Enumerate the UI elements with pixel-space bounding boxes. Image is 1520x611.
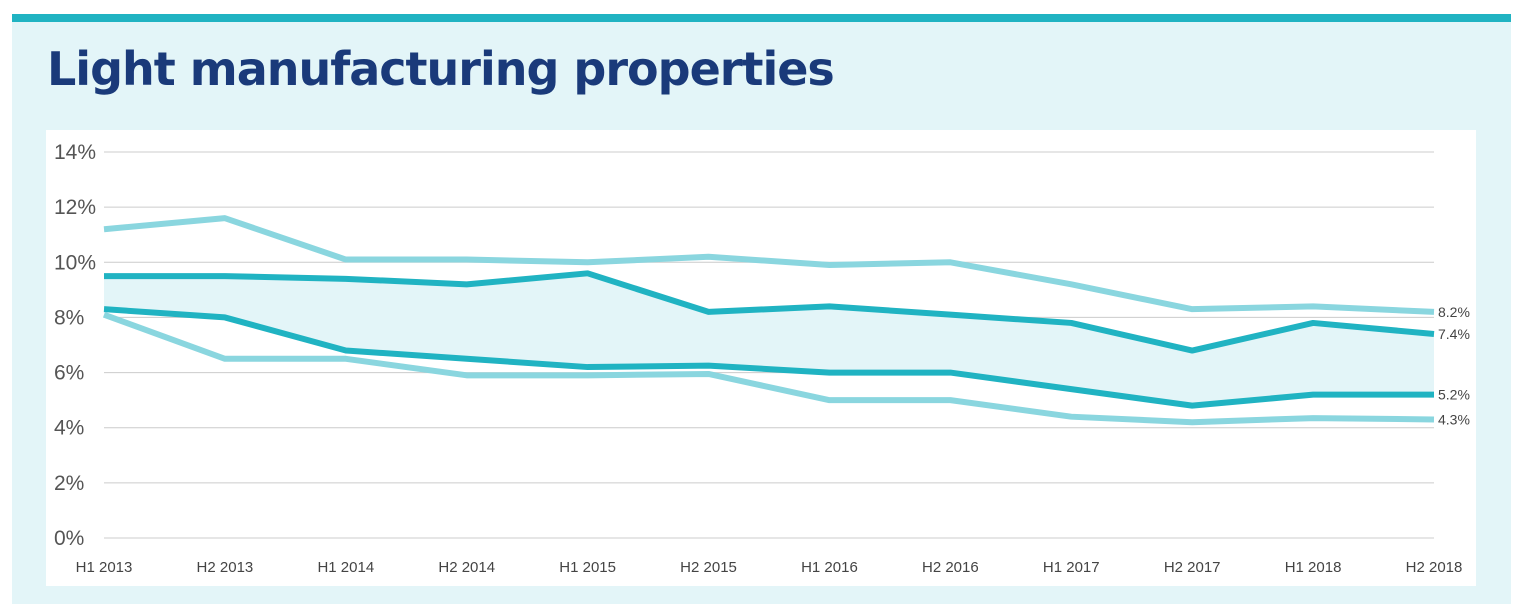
data-point-s1-8: [1068, 281, 1074, 287]
data-point-s4-8: [1068, 414, 1074, 420]
y-tick-label: 8%: [54, 306, 84, 329]
data-point-s3-4: [585, 364, 591, 370]
data-point-s2-8: [1068, 320, 1074, 326]
end-value-label-3: 5.2%: [1438, 387, 1470, 403]
data-point-s2-6: [826, 303, 832, 309]
data-point-s4-2: [343, 356, 349, 362]
end-value-label-2: 7.4%: [1438, 326, 1470, 342]
chart-panel: Light manufacturing properties 0% 2% 4% 6% 8…: [12, 14, 1511, 604]
data-point-s2-0: [101, 273, 107, 279]
y-tick-label: 4%: [54, 417, 84, 440]
data-point-s3-7: [947, 370, 953, 376]
data-point-s3-2: [343, 348, 349, 354]
x-tick-label: H1 2016: [801, 559, 858, 576]
data-point-s1-4: [585, 259, 591, 265]
data-point-s2-9: [1189, 348, 1195, 354]
x-tick-label: H1 2018: [1285, 559, 1342, 576]
y-tick-label: 14%: [54, 141, 96, 164]
data-point-s2-10: [1310, 320, 1316, 326]
data-point-s1-6: [826, 262, 832, 268]
shaded-range-band: [104, 273, 1434, 406]
line-chart: 0% 2% 4% 6% 8% 10% 12% 14% 8.2% 7.4% 5.2% 4.3% H1 20…: [54, 141, 1470, 576]
data-point-s4-9: [1189, 419, 1195, 425]
data-point-s2-2: [343, 276, 349, 282]
data-point-s1-0: [101, 226, 107, 232]
data-point-s3-8: [1068, 386, 1074, 392]
x-tick-label: H1 2017: [1043, 559, 1100, 576]
y-tick-label: 10%: [54, 251, 96, 274]
y-tick-label: 2%: [54, 472, 84, 495]
data-point-s1-5: [706, 254, 712, 260]
data-point-s1-7: [947, 259, 953, 265]
data-point-s2-11: [1431, 331, 1437, 337]
data-point-s1-10: [1310, 303, 1316, 309]
data-point-s4-4: [585, 372, 591, 378]
data-point-s3-11: [1431, 392, 1437, 398]
data-point-s4-5: [706, 371, 712, 377]
data-point-s3-3: [464, 356, 470, 362]
y-tick-label: 0%: [54, 527, 84, 550]
data-point-s4-0: [101, 312, 107, 318]
data-point-s2-5: [706, 309, 712, 315]
y-tick-label: 6%: [54, 362, 84, 385]
data-point-s3-5: [706, 363, 712, 369]
x-tick-label: H1 2014: [317, 559, 374, 576]
data-point-s1-1: [222, 215, 228, 221]
series-line-3: [103, 306, 1434, 409]
data-point-s2-3: [464, 281, 470, 287]
data-point-s2-1: [222, 273, 228, 279]
data-point-s2-4: [585, 270, 591, 276]
x-tick-label: H2 2014: [438, 559, 495, 576]
data-point-s3-0: [101, 306, 107, 312]
data-point-s3-10: [1310, 392, 1316, 398]
y-tick-label: 12%: [54, 196, 96, 219]
data-point-s1-11: [1431, 309, 1437, 315]
data-point-s1-9: [1189, 306, 1195, 312]
data-point-s2-7: [947, 312, 953, 318]
data-point-s1-3: [464, 257, 470, 263]
data-point-s4-11: [1431, 416, 1437, 422]
x-tick-label: H2 2013: [197, 559, 254, 576]
data-point-s4-3: [464, 372, 470, 378]
x-tick-label: H1 2015: [559, 559, 616, 576]
series-line-4: [102, 311, 1435, 426]
data-point-s1-2: [343, 257, 349, 263]
data-point-s4-7: [947, 397, 953, 403]
x-tick-label: H2 2015: [680, 559, 737, 576]
end-value-label-4: 4.3%: [1438, 411, 1470, 427]
x-tick-label: H2 2018: [1406, 559, 1463, 576]
data-point-s3-6: [826, 370, 832, 376]
x-tick-label: H2 2016: [922, 559, 979, 576]
chart-title: Light manufacturing properties: [47, 42, 835, 96]
x-tick-label: H2 2017: [1164, 559, 1221, 576]
data-point-s4-1: [222, 356, 228, 362]
x-tick-label: H1 2013: [76, 559, 133, 576]
series-line-1: [103, 215, 1435, 315]
data-point-s4-10: [1310, 415, 1316, 421]
data-point-s3-1: [222, 314, 228, 320]
data-point-s3-9: [1189, 403, 1195, 409]
end-value-label-1: 8.2%: [1438, 304, 1470, 320]
plot-area: 0% 2% 4% 6% 8% 10% 12% 14% 8.2% 7.4% 5.2% 4.3% H1 20…: [46, 130, 1476, 586]
series-line-2: [104, 270, 1435, 354]
data-point-s4-6: [826, 397, 832, 403]
